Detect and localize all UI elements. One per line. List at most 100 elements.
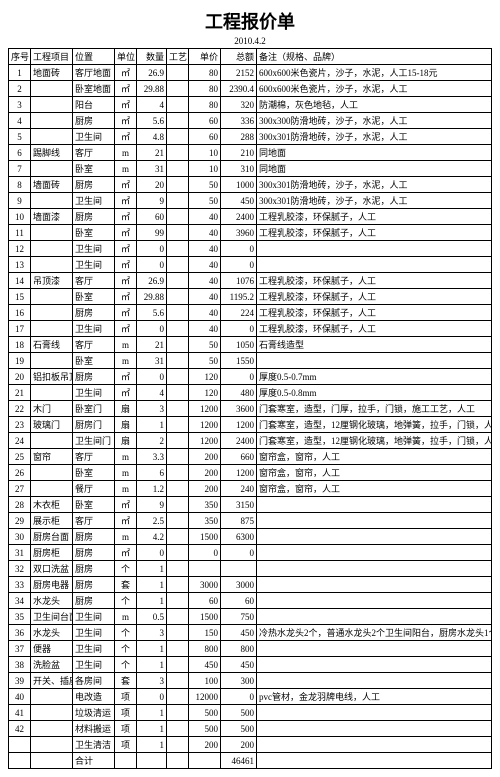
table-cell: [167, 273, 189, 289]
table-cell: 卧室: [73, 161, 115, 177]
table-row: 24卫生间门扇212002400门套寒室，造型，12厘钢化玻璃，地弹簧，拉手，门…: [9, 433, 492, 449]
table-cell: 厨房电器: [31, 577, 73, 593]
table-cell: 扇: [115, 401, 137, 417]
table-cell: 21: [137, 337, 167, 353]
table-cell: [167, 497, 189, 513]
table-cell: 600x600米色瓷片，沙子，水泥，人工: [257, 81, 492, 97]
table-cell: 3.3: [137, 449, 167, 465]
table-cell: ㎡: [115, 97, 137, 113]
table-cell: 展示柜: [31, 513, 73, 529]
table-cell: 750: [221, 609, 257, 625]
table-cell: 31: [137, 161, 167, 177]
table-cell: 客厅地面: [73, 65, 115, 81]
table-cell: 0: [137, 689, 167, 705]
table-row: 1地面砖客厅地面㎡26.9802152600x600米色瓷片，沙子，水泥，人工1…: [9, 65, 492, 81]
table-cell: 3: [9, 97, 31, 113]
table-cell: [167, 545, 189, 561]
table-cell: 310: [221, 161, 257, 177]
table-cell: 480: [221, 385, 257, 401]
table-cell: 46461: [221, 753, 257, 769]
table-cell: [257, 257, 492, 273]
table-cell: 踢脚线: [31, 145, 73, 161]
table-cell: [257, 561, 492, 577]
table-cell: 200: [189, 481, 221, 497]
table-cell: 水龙头: [31, 593, 73, 609]
table-cell: 500: [221, 721, 257, 737]
table-cell: [257, 593, 492, 609]
table-row: 3阳台㎡480320防潮棉，灰色地毡，人工: [9, 97, 492, 113]
table-cell: [31, 161, 73, 177]
table-cell: 厨房: [73, 577, 115, 593]
table-cell: 石膏线造型: [257, 337, 492, 353]
table-cell: 240: [221, 481, 257, 497]
table-cell: 336: [221, 113, 257, 129]
table-row: 17卫生间㎡0400工程乳胶漆，环保腻子，人工: [9, 321, 492, 337]
table-cell: 铝扣板吊顶: [31, 369, 73, 385]
table-cell: [31, 689, 73, 705]
table-cell: 卫生间: [73, 609, 115, 625]
table-cell: 洗脸盆: [31, 657, 73, 673]
table-cell: 4: [137, 97, 167, 113]
table-cell: 26.9: [137, 273, 167, 289]
table-cell: 28: [9, 497, 31, 513]
table-cell: 水龙头: [31, 625, 73, 641]
table-cell: 12000: [189, 689, 221, 705]
table-cell: 14: [9, 273, 31, 289]
table-cell: 300: [221, 673, 257, 689]
table-cell: 同地面: [257, 161, 492, 177]
table-cell: 卧室门: [73, 401, 115, 417]
table-cell: 2: [137, 433, 167, 449]
table-cell: [167, 369, 189, 385]
table-cell: ㎡: [115, 273, 137, 289]
table-cell: 20: [137, 177, 167, 193]
column-header: 单价: [189, 49, 221, 65]
table-cell: [257, 753, 492, 769]
table-row: 39开关、插座各房间套3100300: [9, 673, 492, 689]
table-cell: [167, 289, 189, 305]
column-header: 数量: [137, 49, 167, 65]
table-cell: 40: [189, 209, 221, 225]
table-cell: [137, 753, 167, 769]
table-cell: [31, 113, 73, 129]
table-cell: 厨房: [73, 369, 115, 385]
table-cell: 玻璃门: [31, 417, 73, 433]
table-cell: [31, 81, 73, 97]
table-cell: 9: [137, 497, 167, 513]
table-cell: 50: [189, 337, 221, 353]
table-cell: ㎡: [115, 497, 137, 513]
table-cell: ㎡: [115, 225, 137, 241]
table-cell: 5: [9, 129, 31, 145]
table-cell: 1200: [221, 417, 257, 433]
table-cell: 80: [189, 65, 221, 81]
table-cell: [167, 321, 189, 337]
table-row: 26卧室m62001200窗帘盒，窗帘，人工: [9, 465, 492, 481]
table-cell: 1050: [221, 337, 257, 353]
table-cell: 0: [221, 241, 257, 257]
table-cell: 2.5: [137, 513, 167, 529]
table-cell: 3000: [189, 577, 221, 593]
table-cell: 26: [9, 465, 31, 481]
table-cell: 卧室: [73, 497, 115, 513]
table-cell: 12: [9, 241, 31, 257]
table-cell: pvc管材，金龙羽牌电线，人工: [257, 689, 492, 705]
table-row: 41垃圾清运项1500500: [9, 705, 492, 721]
table-cell: [31, 241, 73, 257]
table-cell: 29.88: [137, 81, 167, 97]
table-cell: 1500: [189, 529, 221, 545]
table-cell: 石膏线: [31, 337, 73, 353]
table-cell: ㎡: [115, 257, 137, 273]
table-cell: 个: [115, 657, 137, 673]
table-cell: 60: [189, 113, 221, 129]
table-cell: [9, 753, 31, 769]
table-cell: 9: [137, 193, 167, 209]
table-cell: 窗帘盒，窗帘，人工: [257, 465, 492, 481]
table-cell: [167, 449, 189, 465]
table-cell: 100: [189, 673, 221, 689]
table-cell: 6: [137, 465, 167, 481]
table-cell: m: [115, 145, 137, 161]
table-row: 13卫生间㎡0400: [9, 257, 492, 273]
table-cell: [257, 545, 492, 561]
table-cell: [167, 705, 189, 721]
table-cell: 厨房: [73, 305, 115, 321]
table-cell: m: [115, 609, 137, 625]
